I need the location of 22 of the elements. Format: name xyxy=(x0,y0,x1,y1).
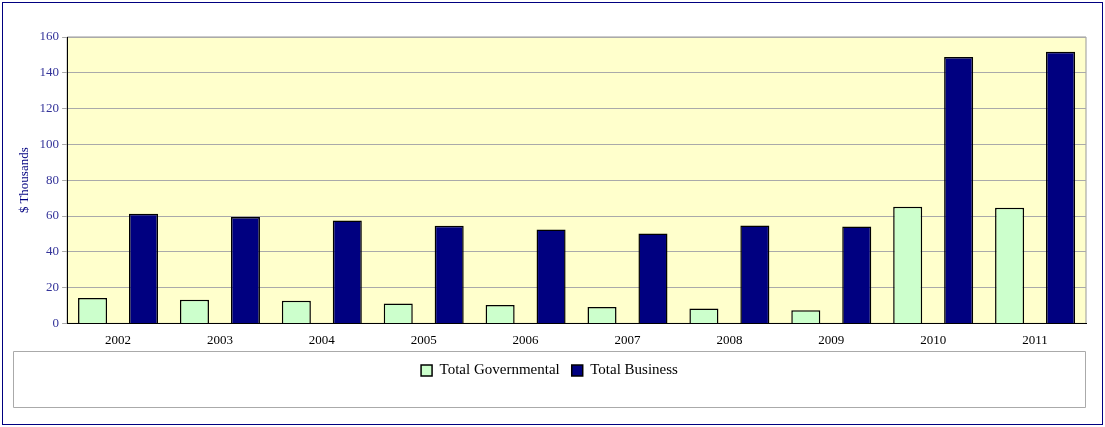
y-tick-label: 20 xyxy=(46,279,60,295)
x-tick-label: 2004 xyxy=(308,331,336,347)
y-tick-label: 120 xyxy=(39,100,60,116)
x-tick-label: 2008 xyxy=(716,331,743,347)
y-tick-label: 100 xyxy=(39,135,60,151)
y-tick-label: 160 xyxy=(39,28,60,44)
y-tick-label: 140 xyxy=(39,64,60,80)
legend-label: Total Business xyxy=(590,361,679,378)
legend-label: Total Governmental xyxy=(439,361,560,378)
x-tick-label: 2009 xyxy=(818,331,845,347)
x-tick-label: 2002 xyxy=(105,331,132,347)
y-tick-label: 40 xyxy=(46,243,60,259)
x-tick-label: 2010 xyxy=(920,331,947,347)
y-tick-label: 60 xyxy=(46,207,60,223)
x-tick-label: 2011 xyxy=(1022,331,1048,347)
x-tick-label: 2006 xyxy=(512,331,540,347)
x-tick-label: 2003 xyxy=(206,331,233,347)
x-tick-label: 2005 xyxy=(410,331,437,347)
y-tick-label: 0 xyxy=(52,314,60,330)
x-tick-label: 2007 xyxy=(614,331,641,347)
y-tick-label: 80 xyxy=(46,171,60,187)
y-axis-title: $ Thousands xyxy=(16,147,32,214)
